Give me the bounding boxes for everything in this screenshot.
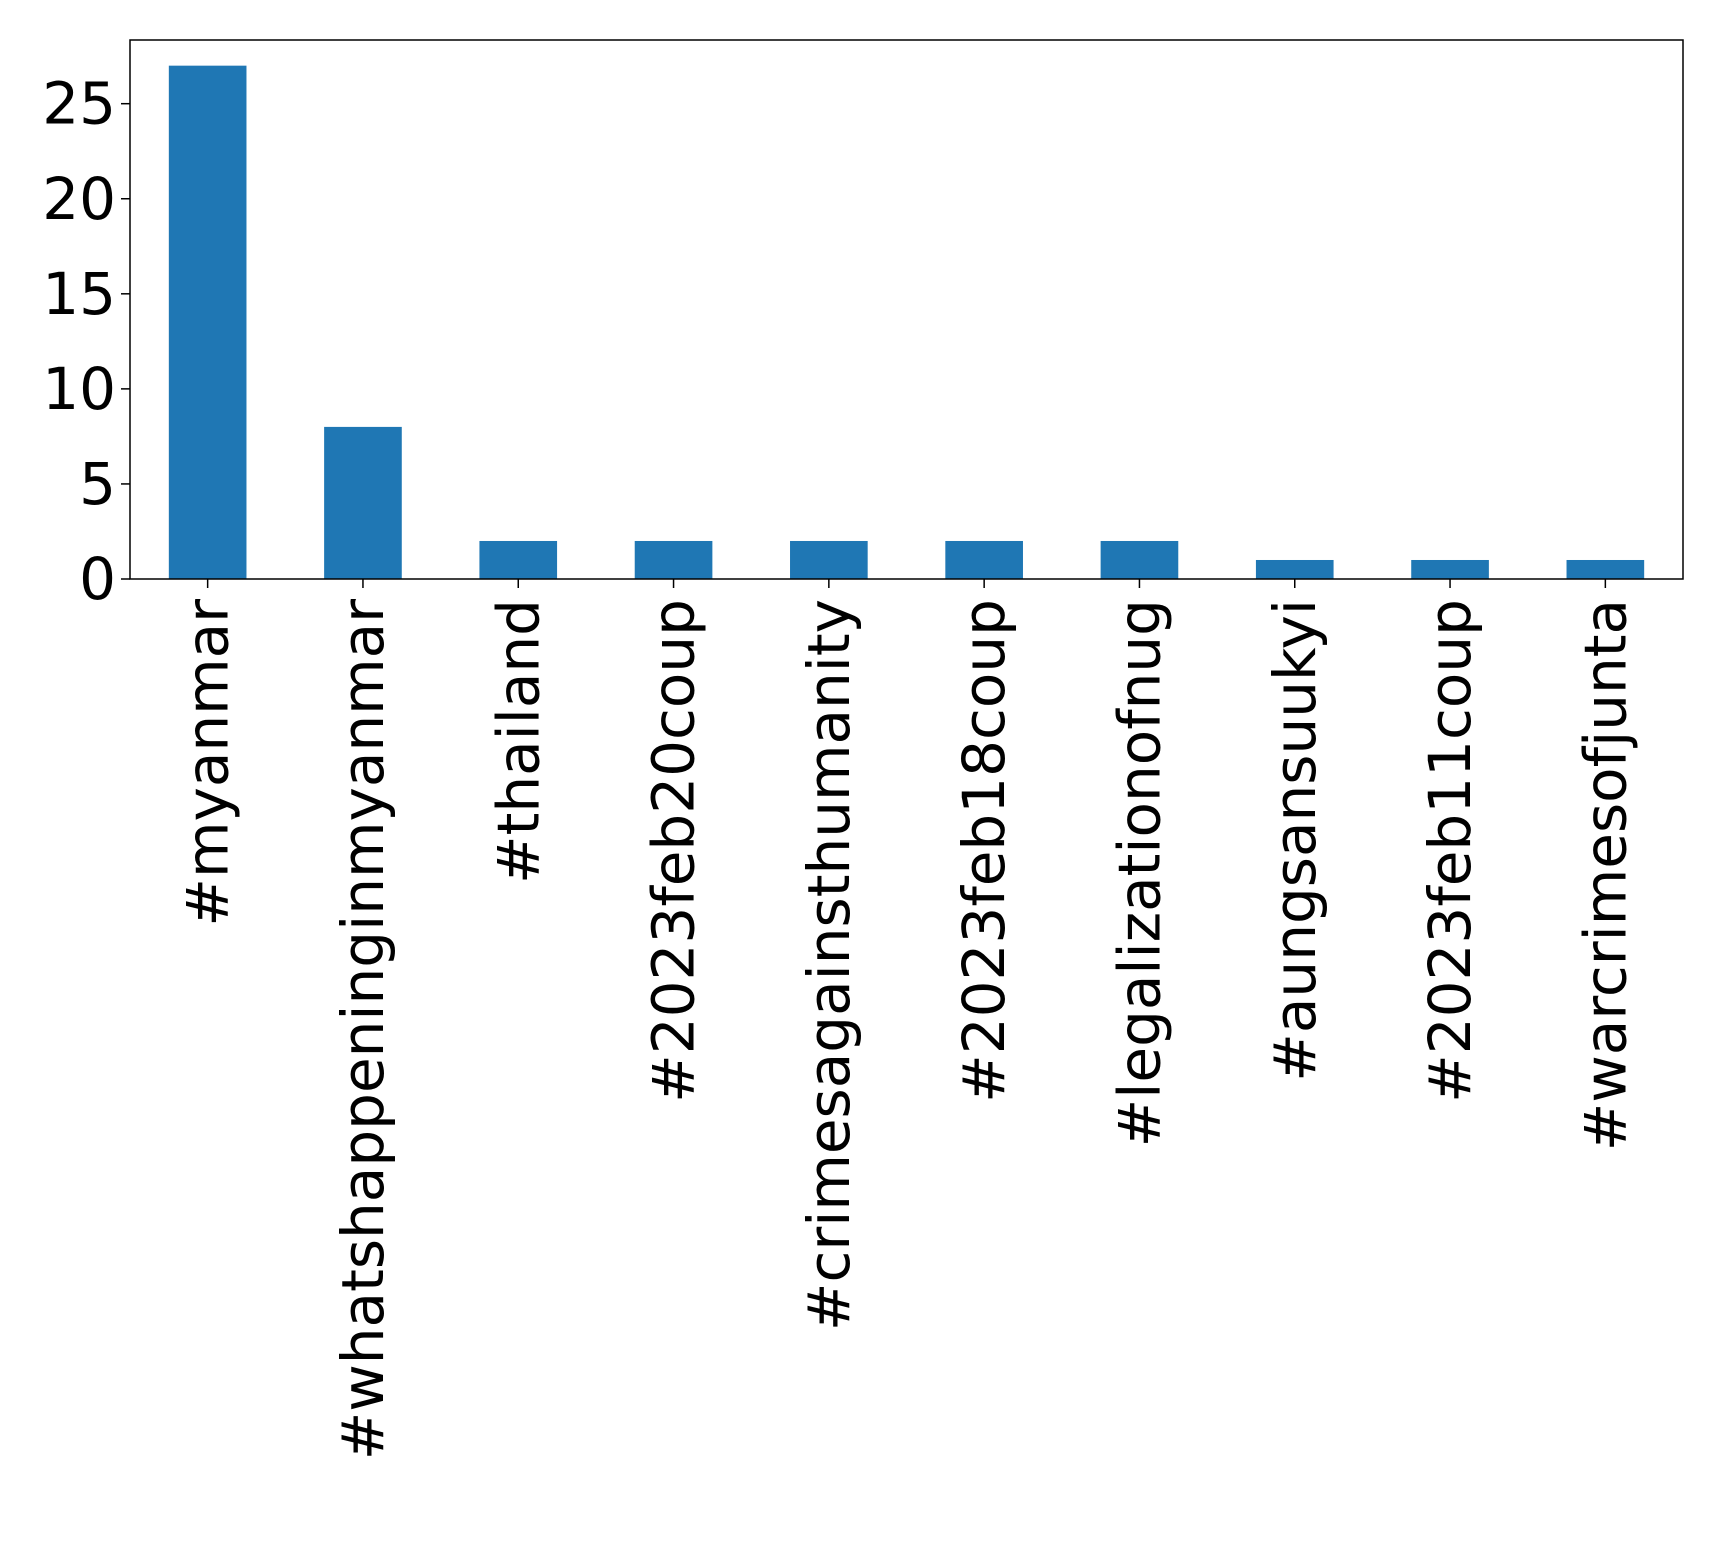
x-tick-label: #whatshappeninginmyanmar [329,599,397,1460]
plot-frame [129,39,1684,580]
bar-crimesagainsthumanity [790,540,868,579]
bar-legalizationofnug [1100,540,1179,579]
y-axis: 0 5 10 15 20 25 [42,70,130,613]
bar-thailand [479,540,558,579]
y-tick-label: 10 [42,355,116,423]
bar-whatshappeninginmyanmar [324,426,402,579]
x-tick-label: #legalizationofnug [1105,599,1173,1147]
y-tick-label: 5 [79,450,116,518]
x-tick-label: #thailand [484,599,552,884]
bar-aungsansuukyi [1255,559,1334,579]
bars-group [168,65,1645,579]
x-tick-label: #myanmar [174,599,242,927]
bar-warcrimesofjunta [1566,559,1645,579]
y-tick-label: 20 [42,165,116,233]
x-tick-label: #warcrimesofjunta [1571,599,1639,1151]
y-tick-label: 15 [42,260,116,328]
x-tick-label: #2023feb18coup [950,599,1018,1103]
bar-2023feb11coup [1411,559,1489,579]
x-tick-label: #crimesagainsthumanity [795,599,863,1331]
x-tick-label: #2023feb11coup [1416,599,1484,1103]
x-tick-label: #aungsansuukyi [1261,599,1329,1082]
y-tick-label: 0 [79,545,116,613]
bar-2023feb18coup [945,540,1023,579]
x-tick-label: #2023feb20coup [640,599,708,1103]
bar-myanmar [168,65,247,579]
bar-2023feb20coup [634,540,713,579]
x-axis: #myanmar #whatshappeninginmyanmar #thailan… [174,579,1639,1460]
y-tick-label: 25 [42,70,116,138]
